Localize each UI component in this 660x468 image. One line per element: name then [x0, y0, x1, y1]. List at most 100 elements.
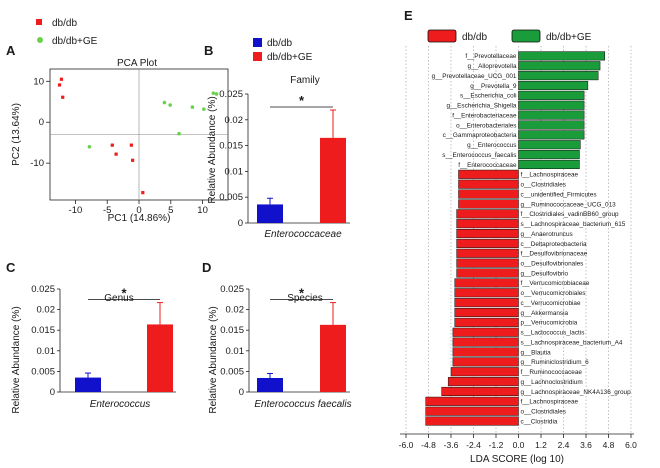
lefse-bar-dbdb: [458, 169, 519, 179]
lefse-x-tick-label: -4.8: [421, 440, 436, 450]
species-chart: 0 0.005 0.01 0.015 0.02 0.025 *: [220, 284, 350, 398]
bar-y-tick-label: 0.02: [37, 305, 56, 316]
lefse-bar-dbdb: [456, 238, 519, 248]
pca-point-dbdb: [110, 143, 114, 147]
pca-point-dbdb-ge: [214, 92, 219, 96]
legend-e-swatch-dbdb: [427, 29, 457, 43]
bar-y-tick-label: 0: [238, 218, 243, 229]
pca-point-dbdb-ge: [190, 105, 195, 109]
lefse-label: g__Ruminococcaceae_UCG_013: [521, 201, 617, 208]
lefse-bar-dbdb-ge: [518, 130, 585, 140]
bar-y-tick-label: 0.02: [226, 305, 245, 316]
pca-point-dbdb-ge: [168, 103, 172, 107]
lefse-x-tick-label: -1.2: [489, 440, 504, 450]
pca-point-dbdb: [129, 143, 133, 147]
lefse-label: f__Ruminococcaceae: [521, 369, 583, 376]
lefse-bar-dbdb: [458, 189, 519, 199]
species-xlabel: Enterococcus faecalis: [254, 399, 351, 410]
bar-y-tick-label: 0: [50, 387, 55, 398]
pca-point-dbdb: [59, 77, 64, 81]
lefse-label: s__Escherichia_coli: [460, 93, 516, 100]
pca-point-dbdb-ge: [202, 107, 206, 111]
lefse-bar-dbdb-ge: [518, 61, 601, 71]
bar-y-tick-label: 0.005: [219, 192, 243, 203]
lefse-bar-dbdb: [425, 416, 519, 426]
lefse-label: f__Clostridiales_vadinBB60_group: [521, 211, 619, 218]
bar-y-tick-label: 0.01: [225, 166, 244, 177]
pca-point-dbdb: [141, 191, 145, 195]
pca-x-ticks: -10 -5 0 5 10: [69, 200, 208, 216]
panel-b: B db/db db/db+GE Family Relative Abundan…: [204, 38, 350, 240]
lefse-bar-dbdb-ge: [518, 80, 589, 91]
pca-point-dbdb: [61, 95, 65, 99]
panel-label-c: C: [6, 260, 16, 275]
pca-points: [57, 77, 219, 195]
lefse-x-tick-label: 6.0: [625, 440, 637, 450]
lefse-xlabel: LDA SCORE (log 10): [470, 454, 564, 465]
lefse-bar-dbdb: [441, 386, 519, 396]
lefse-bar-dbdb: [456, 268, 519, 278]
legend-a-label-dbdb: db/db: [52, 18, 77, 29]
bar-dbdb: [75, 377, 101, 392]
pca-y-tick-label: 10: [33, 76, 44, 87]
pca-point-dbdb: [131, 158, 135, 162]
lefse-bar-dbdb: [454, 278, 519, 288]
pca-y-tick-label: -10: [30, 158, 44, 169]
significance-star: *: [299, 93, 305, 108]
lefse-label: g__Lachnospiraceae_NK4A136_group: [521, 389, 632, 396]
genus-chart: 0 0.005 0.01 0.015 0.02 0.025 *: [31, 284, 176, 398]
lefse-label: g__Prevotellaceae_UCG_001: [432, 73, 517, 80]
lefse-bar-dbdb: [425, 396, 519, 406]
panel-label-d: D: [202, 260, 211, 275]
bar-y-tick-label: 0.02: [225, 115, 244, 126]
bar-y-tick-label: 0.01: [226, 346, 245, 357]
pca-point-dbdb-ge: [87, 144, 92, 149]
lefse-bar-dbdb: [456, 248, 519, 258]
panel-a: A db/db db/db+GE PCA Plot -10 -5 0 5 10 -10 0…: [6, 18, 229, 224]
pca-title: PCA Plot: [117, 58, 157, 69]
lefse-bar-dbdb-ge: [518, 90, 585, 100]
lefse-x-tick-label: 0.0: [513, 440, 525, 450]
bar-y-tick-label: 0.025: [219, 89, 243, 100]
lefse-label: c__Clostridia: [521, 418, 558, 425]
panel-e: E db/db db/db+GE f__Prevotellaceae g__All…: [399, 8, 638, 465]
lefse-label: c__unidentified_Firmicutes: [521, 191, 597, 198]
lefse-bar-dbdb: [452, 357, 519, 367]
lefse-label: o__Enterobacteriales: [456, 122, 516, 129]
lefse-bar-dbdb: [454, 307, 519, 318]
lefse-label: g__Enterococcus: [467, 142, 516, 149]
lefse-label: c__Gammaproteobacteria: [443, 132, 517, 139]
lefse-bar-dbdb-ge: [518, 159, 580, 169]
lefse-label: f__Enterococcaceae: [458, 162, 517, 169]
lefse-bar-dbdb: [452, 337, 519, 347]
lefse-bar-dbdb: [452, 327, 519, 337]
legend-e-label-dbdb: db/db: [462, 32, 487, 43]
lefse-x-tick-label: -6.0: [399, 440, 414, 450]
bar-y-tick-label: 0.015: [31, 325, 55, 336]
pca-point-dbdb: [114, 152, 118, 156]
pca-xlabel: PC1 (14.86%): [108, 213, 171, 224]
lefse-label: f__Verrucomicrobiaceae: [521, 280, 590, 287]
lefse-label: g__Prevotella_9: [470, 83, 517, 90]
lefse-label: f__Enterobacteriaceae: [452, 112, 517, 119]
lefse-label: c__Deltaproteobacteria: [521, 241, 588, 248]
pca-y-tick-label: 0: [39, 117, 44, 128]
lefse-label: f__Lachnospiraceae: [521, 172, 579, 179]
legend-b-swatch-dbdb-ge: [253, 52, 262, 61]
panel-label-b: B: [204, 43, 213, 58]
lefse-bar-dbdb: [458, 199, 519, 209]
bar-y-tick-label: 0.01: [37, 346, 56, 357]
lefse-label: o__Clostridiales: [521, 409, 566, 416]
panel-label-a: A: [6, 43, 16, 58]
lefse-label: g__Blautia: [521, 349, 552, 356]
bar-dbdb-ge: [320, 137, 346, 223]
legend-a-label-dbdb-ge: db/db+GE: [52, 36, 98, 47]
lefse-bar-dbdb: [456, 229, 519, 239]
legend-b-swatch-dbdb: [253, 38, 262, 47]
lefse-bar-dbdb-ge: [518, 51, 605, 61]
species-ylabel: Relative Abundance (%): [208, 306, 219, 413]
legend-e-label-dbdb-ge: db/db+GE: [546, 32, 592, 43]
pca-x-tick-label: -5: [103, 205, 111, 216]
lefse-bar-dbdb: [454, 288, 519, 298]
lefse-label: g__Anaerotruncus: [521, 231, 573, 238]
